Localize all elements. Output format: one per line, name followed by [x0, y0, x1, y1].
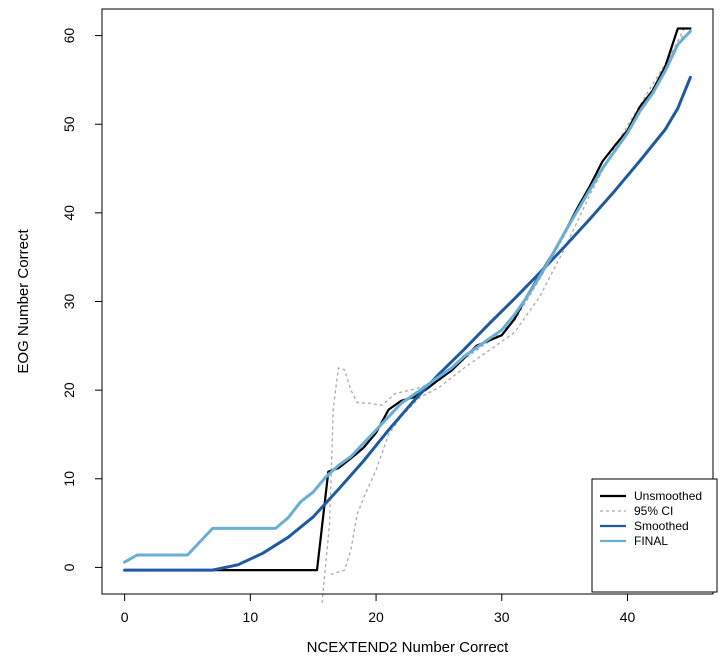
x-tick-label: 30	[494, 609, 510, 625]
y-tick-label: 30	[61, 294, 77, 310]
y-tick-label: 10	[61, 471, 77, 487]
x-axis-label: NCEXTEND2 Number Correct	[307, 639, 510, 656]
series-line-unsmoothed	[123, 27, 692, 572]
y-axis: 0 10 20 30 40 50 60	[61, 28, 102, 571]
series-line-final	[123, 29, 692, 564]
x-axis: 0 10 20 30 40	[121, 594, 636, 625]
series-layer	[123, 27, 692, 572]
series-line-smoothed	[123, 75, 692, 572]
legend-label: FINAL	[634, 534, 668, 548]
legend-label: Unsmoothed	[634, 489, 702, 503]
x-tick-label: 10	[243, 609, 259, 625]
y-tick-label: 0	[61, 563, 77, 571]
legend-label: 95% CI	[634, 504, 673, 518]
legend-box	[591, 478, 718, 593]
y-tick-label: 40	[61, 205, 77, 221]
y-tick-label: 50	[61, 116, 77, 132]
series-line-ci-lower	[330, 33, 685, 576]
x-tick-label: 20	[368, 609, 384, 625]
legend-label: Smoothed	[634, 519, 689, 533]
y-tick-label: 20	[61, 382, 77, 398]
x-tick-label: 40	[620, 609, 636, 625]
y-axis-label: EOG Number Correct	[15, 229, 32, 374]
x-tick-label: 0	[121, 609, 129, 625]
y-tick-label: 60	[61, 28, 77, 44]
